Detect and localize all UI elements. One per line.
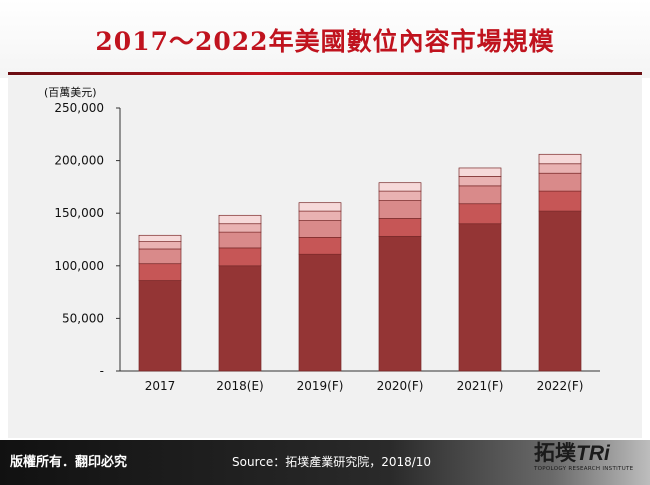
logo-wordmark: 拓墣TRi [534,441,638,466]
bar-segment [298,253,342,372]
logo-chinese: 拓墣 [534,441,576,465]
y-tick-label: 100,000 [54,259,104,273]
bar-segment [138,234,182,242]
x-tick-label: 2017 [145,379,176,393]
bar-segment [378,235,422,372]
bar-segment [138,248,182,265]
bar-segment [458,176,502,187]
bar-segment [458,185,502,205]
x-tick-label: 2022(F) [537,379,584,393]
y-axis-label: (百萬美元) [44,86,97,99]
title-band [0,0,650,78]
y-tick-label: 250,000 [54,101,104,115]
bar-segment [298,220,342,238]
x-axis-labels: 2017 2018(E) 2019(F) 2020(F) 2021(F) 2022(F) [145,379,584,393]
bar-segment [138,241,182,250]
bar-segment [298,237,342,255]
y-tick-label: 150,000 [54,206,104,220]
bar-segment [298,210,342,221]
bar-segment [538,210,582,372]
bar-segment [218,223,262,233]
bar-segment [378,182,422,192]
bar-segment [458,203,502,225]
bar-segment [138,263,182,281]
x-tick-label: 2020(F) [377,379,424,393]
bar-segment [538,163,582,174]
x-tick-label: 2019(F) [297,379,344,393]
logo-tri: TRi [576,442,610,465]
bar-segment [538,190,582,212]
bar-segment [378,218,422,237]
y-tick-label: 50,000 [62,311,104,325]
bar-segment [218,231,262,249]
y-tick-label: 200,000 [54,154,104,168]
source-text: Source：拓墣產業研究院，2018/10 [232,455,432,469]
bar-segment [378,190,422,201]
bar-segment [218,265,262,372]
bar-segment [538,172,582,192]
footer-bar [0,440,650,485]
stacked-bar-chart: (百萬美元) - 50,000 100,000 150,000 200,000 250,0… [44,86,600,393]
axes [119,108,600,372]
bar-segment [138,280,182,372]
page-title: 2017～2022年美國數位內容市場規模 [95,27,555,56]
y-tick-label: - [100,364,104,378]
tri-logo: 拓墣TRi TOPOLOGY RESEARCH INSTITUTE [534,441,638,477]
bar-segment [538,153,582,165]
copyright-text: 版權所有．翻印必究 [10,455,128,470]
bar-segment [298,202,342,212]
x-tick-label: 2018(E) [216,379,263,393]
title-divider [8,72,642,75]
logo-subtitle: TOPOLOGY RESEARCH INSTITUTE [534,466,634,472]
bars [138,153,582,372]
bar-segment [218,247,262,267]
y-axis-ticks: - 50,000 100,000 150,000 200,000 250,000 [54,101,120,378]
bar-segment [378,200,422,219]
bar-segment [458,223,502,372]
bar-segment [458,167,502,177]
x-tick-label: 2021(F) [457,379,504,393]
bar-segment [218,214,262,225]
